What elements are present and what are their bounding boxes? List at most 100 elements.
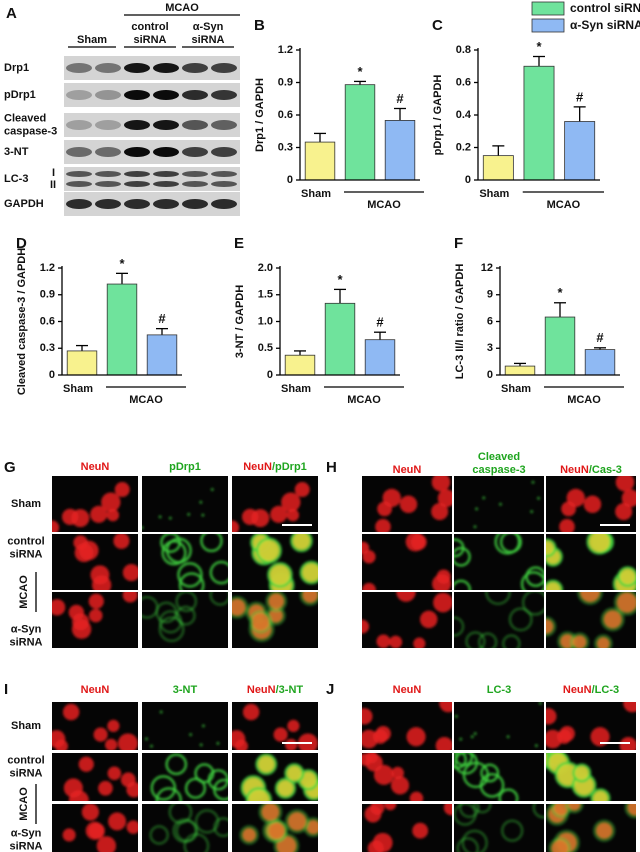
neuron-red	[399, 495, 418, 514]
micrograph-cells	[364, 804, 452, 852]
merge-label: NeuN/3-NT	[247, 684, 304, 696]
micrograph-cells	[362, 702, 452, 750]
signal-green	[475, 507, 479, 511]
panel-letter: E	[234, 235, 244, 252]
group-label: MCAO	[129, 394, 163, 406]
bar	[66, 350, 98, 376]
neuron-red	[435, 736, 452, 750]
signal-green	[501, 819, 524, 842]
blot-band	[182, 199, 208, 209]
micrograph-cells	[546, 702, 636, 750]
significance: #	[376, 315, 384, 330]
y-axis-label: LC-3 II/I ratio / GAPDH	[454, 264, 466, 380]
signal-green	[177, 562, 203, 588]
y-tick-label: 1.5	[258, 289, 273, 301]
neuron-red	[107, 766, 122, 781]
signal-green	[479, 772, 505, 798]
neuron-red	[297, 733, 318, 750]
micrograph	[454, 592, 544, 648]
signal-green	[569, 632, 590, 648]
blot-band	[182, 171, 208, 177]
significance: *	[337, 272, 343, 287]
y-axis-label: pDrp1 / GAPDH	[432, 75, 444, 156]
neuron-red	[362, 541, 370, 555]
neuron-red	[583, 495, 602, 514]
signal-green	[572, 763, 592, 783]
signal-green	[274, 777, 297, 799]
neuron-red	[78, 756, 94, 772]
panel-letter: I	[4, 681, 8, 698]
signal-green	[142, 526, 144, 530]
blot-band	[66, 90, 92, 100]
merge-label-part: /3-NT	[276, 684, 304, 696]
blot-band	[211, 171, 237, 177]
column-label: NeuN	[81, 461, 110, 473]
blot-row-label: LC-3	[4, 173, 28, 185]
micrograph-cells	[62, 804, 138, 852]
signal-green	[454, 714, 458, 718]
neuron-red	[294, 482, 310, 498]
signal-green	[284, 809, 310, 834]
bar	[544, 316, 576, 376]
bar	[106, 283, 138, 376]
blot-band	[182, 181, 208, 187]
significance: *	[357, 64, 363, 79]
significance: #	[158, 311, 166, 326]
signal-green	[508, 607, 533, 632]
neuron-red	[273, 727, 288, 742]
micrograph-cells	[454, 592, 544, 648]
signal-green	[201, 513, 205, 517]
neuron-red	[382, 488, 401, 508]
panel-letter: F	[454, 235, 463, 252]
signal-green	[480, 763, 500, 783]
signal-green	[201, 724, 205, 728]
row-label: siRNA	[9, 840, 42, 852]
row-label: α-Syn	[11, 623, 42, 635]
blot-band	[124, 90, 150, 100]
signal-green	[506, 735, 510, 739]
blot-row-label: 3-NT	[4, 146, 29, 158]
merge-label-part: /LC-3	[592, 684, 620, 696]
signal-green	[168, 516, 172, 520]
neuron-red	[287, 719, 300, 733]
signal-green	[454, 538, 465, 558]
blot-band	[124, 120, 150, 130]
blot-band	[153, 120, 179, 130]
neuron-red	[615, 503, 633, 521]
blot-band	[66, 120, 92, 130]
merge-label-part: NeuN	[243, 461, 272, 473]
signal-green	[258, 804, 283, 824]
neuron-red	[122, 563, 138, 582]
signal-green	[210, 488, 214, 492]
group-label: MCAO	[567, 394, 601, 406]
significance: *	[119, 256, 125, 271]
signal-green	[149, 825, 169, 845]
signal-green	[532, 804, 544, 819]
blot-strip	[64, 83, 240, 107]
y-tick-label: 0.4	[456, 109, 472, 121]
signal-green	[194, 763, 215, 784]
row-label: siRNA	[9, 636, 42, 648]
blot-strip	[64, 192, 240, 216]
y-tick-label: 0.3	[278, 141, 293, 153]
signal-green	[498, 788, 519, 801]
neuron-red	[68, 790, 89, 801]
signal-green	[538, 702, 542, 705]
column-label: 3-NT	[173, 684, 198, 696]
blot-band	[66, 171, 92, 177]
neuron-red	[443, 804, 452, 816]
panel-letter: J	[326, 681, 334, 698]
signal-green	[546, 579, 564, 590]
neuron-red	[98, 780, 113, 796]
neuron-red	[101, 492, 121, 512]
significance: *	[536, 39, 542, 54]
y-axis-label: Cleaved caspase-3 / GAPDH	[16, 248, 28, 395]
blot-band	[211, 90, 237, 100]
neuron-red	[559, 518, 575, 532]
merge-label: NeuN/LC-3	[563, 684, 619, 696]
y-tick-label: 9	[487, 289, 493, 301]
signal-green	[534, 744, 538, 748]
signal-green	[209, 592, 228, 606]
neuron-red	[117, 733, 138, 750]
signal-green	[525, 566, 544, 587]
